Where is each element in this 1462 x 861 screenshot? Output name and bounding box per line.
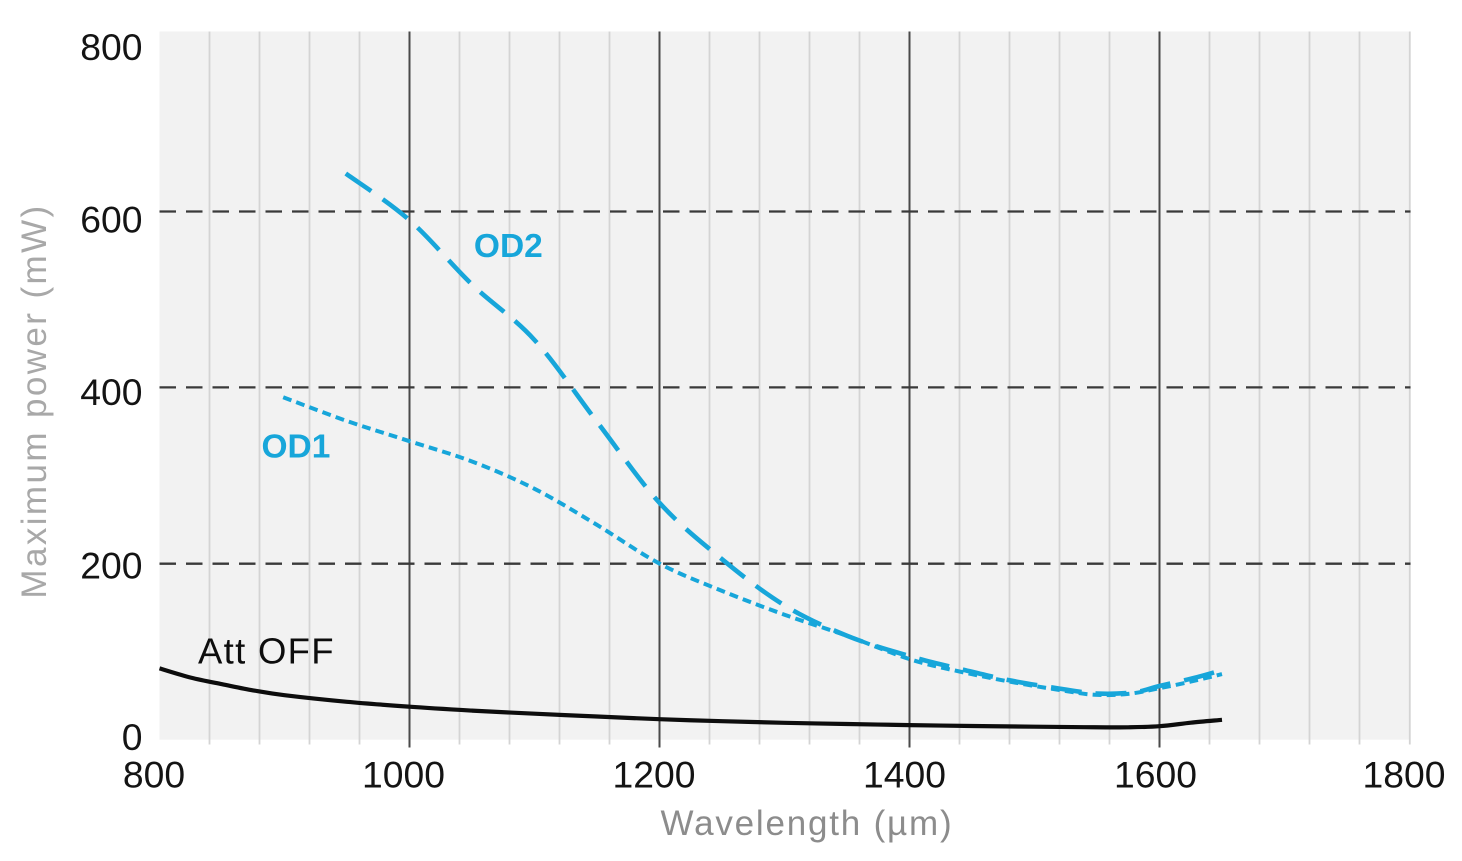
svg-text:1400: 1400 — [863, 753, 946, 795]
svg-text:400: 400 — [80, 371, 142, 413]
svg-text:Maximum power (mW): Maximum power (mW) — [15, 203, 54, 598]
svg-text:600: 600 — [80, 198, 142, 240]
svg-text:1200: 1200 — [613, 753, 696, 795]
svg-text:200: 200 — [80, 544, 142, 586]
svg-text:OD2: OD2 — [474, 228, 543, 265]
svg-text:1600: 1600 — [1114, 753, 1197, 795]
svg-text:1000: 1000 — [362, 753, 445, 795]
svg-text:OD1: OD1 — [262, 428, 331, 465]
svg-text:Att OFF: Att OFF — [198, 631, 335, 672]
svg-text:800: 800 — [123, 753, 185, 795]
svg-text:Wavelength (µm): Wavelength (µm) — [661, 804, 954, 843]
svg-text:0: 0 — [122, 716, 143, 758]
svg-text:1800: 1800 — [1363, 753, 1446, 795]
svg-text:800: 800 — [80, 26, 142, 68]
